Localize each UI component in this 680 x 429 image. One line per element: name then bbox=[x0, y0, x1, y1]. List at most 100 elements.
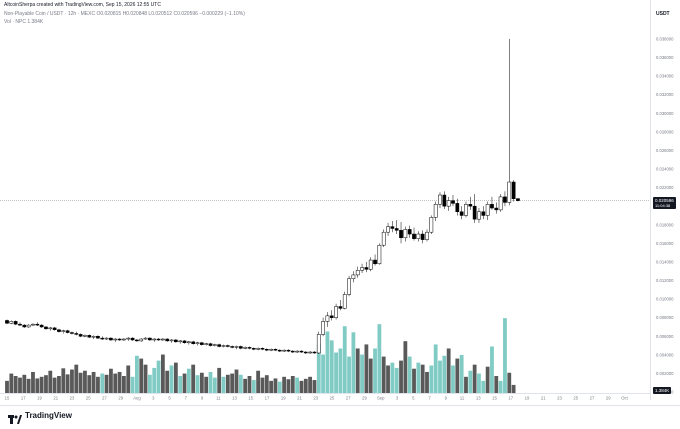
volume-bar bbox=[57, 376, 61, 393]
author-caption: AltcoinSherpa created with TradingView.c… bbox=[4, 2, 161, 8]
candle-down bbox=[78, 334, 83, 337]
x-tick-label: 15 bbox=[492, 396, 497, 401]
candle-down bbox=[468, 204, 473, 207]
volume-bar bbox=[446, 348, 451, 393]
y-tick-label: 0.014000 bbox=[656, 259, 674, 264]
volume-bar bbox=[74, 364, 79, 393]
volume-bar bbox=[234, 369, 239, 393]
volume-bar bbox=[342, 326, 347, 393]
volume-bar bbox=[221, 376, 226, 393]
volume-bar bbox=[182, 373, 187, 393]
candle-down bbox=[472, 205, 477, 220]
candle-down bbox=[100, 337, 105, 340]
candle-up bbox=[325, 315, 330, 322]
candle-down bbox=[516, 198, 520, 201]
candle-up bbox=[139, 338, 144, 342]
x-tick-label: 7 bbox=[428, 396, 431, 401]
candle-down bbox=[238, 346, 243, 349]
candle-up bbox=[464, 204, 468, 216]
volume-legend[interactable]: Vol · NPC 1.384K bbox=[4, 19, 44, 25]
x-tick-label: 19 bbox=[281, 396, 286, 401]
candle-down bbox=[165, 338, 170, 342]
candle-down bbox=[303, 351, 308, 354]
y-tick-label: 0.034000 bbox=[656, 74, 674, 79]
volume-bar bbox=[390, 362, 395, 393]
candle-down bbox=[442, 194, 447, 207]
volume-bar bbox=[394, 367, 399, 393]
volume-bar bbox=[9, 373, 14, 393]
volume-bar bbox=[130, 376, 135, 393]
candle-down bbox=[230, 346, 235, 348]
candle-down bbox=[494, 207, 499, 211]
y-tick-label: 0.022000 bbox=[656, 185, 674, 190]
volume-bar bbox=[386, 365, 390, 393]
volume-bar bbox=[160, 354, 165, 393]
tradingview-logo[interactable]: TradingView bbox=[8, 411, 72, 424]
candle-up bbox=[122, 338, 126, 341]
plot-background bbox=[0, 0, 650, 400]
volume-bar bbox=[256, 370, 261, 393]
volume-bar bbox=[260, 377, 265, 393]
volume-bar bbox=[303, 378, 308, 393]
x-tick-label: 5 bbox=[412, 396, 415, 401]
volume-bar bbox=[511, 384, 516, 393]
candle-down bbox=[35, 323, 40, 326]
candle-up bbox=[212, 344, 217, 346]
volume-bar bbox=[22, 374, 27, 393]
volume-bar bbox=[368, 358, 373, 393]
volume-bar bbox=[48, 370, 53, 393]
candle-down bbox=[217, 344, 222, 347]
candle-down bbox=[399, 230, 403, 239]
candle-up bbox=[26, 324, 31, 328]
chart-header: AltcoinSherpa created with TradingView.c… bbox=[4, 2, 644, 34]
candle-down bbox=[329, 315, 334, 318]
volume-bar bbox=[238, 374, 243, 393]
candle-up bbox=[104, 337, 109, 340]
price-chart[interactable]: USDT 0.0380000.0360000.0340000.0320000.0… bbox=[0, 0, 680, 405]
candle-up bbox=[204, 343, 209, 345]
candle-up bbox=[429, 217, 434, 233]
x-tick-label: 13 bbox=[476, 396, 481, 401]
candle-down bbox=[373, 259, 377, 265]
candle-down bbox=[260, 348, 265, 350]
volume-bar bbox=[18, 377, 22, 393]
candle-down bbox=[459, 211, 464, 216]
x-tick-label: 27 bbox=[590, 396, 595, 401]
volume-tag: 1.384K bbox=[653, 387, 672, 394]
y-tick-label: 0.012000 bbox=[656, 278, 674, 283]
volume-bar bbox=[87, 375, 92, 393]
candle-up bbox=[403, 229, 408, 239]
volume-bar bbox=[247, 376, 252, 393]
volume-bar bbox=[35, 378, 40, 393]
volume-bar bbox=[381, 356, 386, 393]
volume-bar bbox=[351, 332, 356, 393]
candle-down bbox=[251, 348, 256, 350]
time-axis[interactable]: 15 17 19 21 23 25 27 29 Aug 3 5 7 9 11 13 15 17 19 21 23 25 2… bbox=[5, 396, 629, 401]
candle-up bbox=[334, 306, 338, 318]
candle-down bbox=[96, 336, 100, 339]
candle-up bbox=[386, 226, 390, 233]
volume-bar bbox=[139, 358, 144, 393]
candle-up bbox=[221, 345, 226, 347]
candle-down bbox=[390, 226, 395, 229]
candle-down bbox=[148, 337, 152, 341]
y-tick-label: 0.016000 bbox=[656, 241, 674, 246]
tradingview-logo-icon bbox=[8, 411, 22, 424]
x-tick-label: 15 bbox=[248, 396, 253, 401]
symbol-legend[interactable]: Non-Playable Coin / USDT · 12h · MEXC O0… bbox=[4, 11, 245, 17]
volume-bar bbox=[243, 378, 248, 393]
candle-up bbox=[91, 336, 96, 338]
volume-bar bbox=[225, 374, 230, 393]
volume-bar bbox=[100, 373, 105, 393]
volume-bar bbox=[147, 374, 152, 393]
volume-bar bbox=[135, 355, 139, 393]
x-tick-label: 9 bbox=[201, 396, 204, 401]
price-axis[interactable]: 0.038000 0.036000 0.034000 0.032000 0.030000… bbox=[656, 36, 674, 394]
volume-bar bbox=[459, 354, 464, 393]
candle-down bbox=[87, 335, 92, 338]
volume-bar bbox=[169, 365, 174, 393]
volume-bar bbox=[425, 371, 429, 393]
x-tick-label: Aug bbox=[133, 396, 141, 401]
candle-up bbox=[381, 231, 386, 246]
volume-bar bbox=[78, 372, 83, 393]
